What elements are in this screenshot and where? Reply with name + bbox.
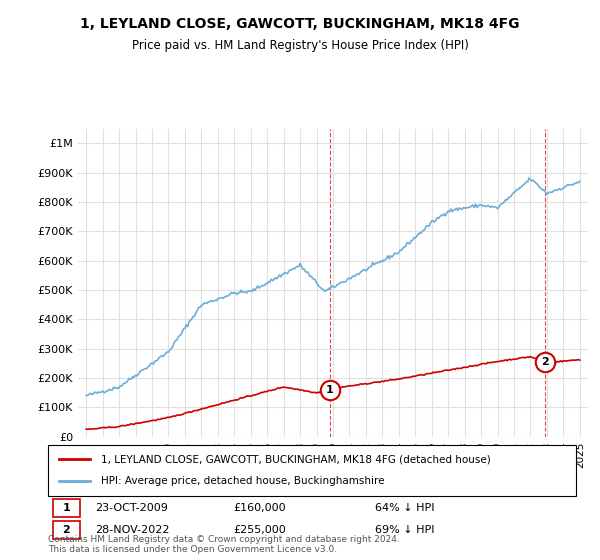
Text: 64% ↓ HPI: 64% ↓ HPI	[376, 503, 435, 513]
Text: Contains HM Land Registry data © Crown copyright and database right 2024.
This d: Contains HM Land Registry data © Crown c…	[48, 535, 400, 554]
Text: 28-NOV-2022: 28-NOV-2022	[95, 525, 170, 535]
Text: 23-OCT-2009: 23-OCT-2009	[95, 503, 169, 513]
Text: 2: 2	[541, 357, 549, 367]
Text: Price paid vs. HM Land Registry's House Price Index (HPI): Price paid vs. HM Land Registry's House …	[131, 39, 469, 52]
Text: £160,000: £160,000	[233, 503, 286, 513]
Text: £255,000: £255,000	[233, 525, 286, 535]
FancyBboxPatch shape	[48, 445, 576, 496]
Text: 1, LEYLAND CLOSE, GAWCOTT, BUCKINGHAM, MK18 4FG (detached house): 1, LEYLAND CLOSE, GAWCOTT, BUCKINGHAM, M…	[101, 454, 491, 464]
Text: 2: 2	[62, 525, 70, 535]
Text: 69% ↓ HPI: 69% ↓ HPI	[376, 525, 435, 535]
Text: 1: 1	[326, 385, 334, 395]
FancyBboxPatch shape	[53, 499, 80, 517]
FancyBboxPatch shape	[53, 521, 80, 539]
Text: 1: 1	[62, 503, 70, 513]
Text: HPI: Average price, detached house, Buckinghamshire: HPI: Average price, detached house, Buck…	[101, 477, 385, 487]
Text: 1, LEYLAND CLOSE, GAWCOTT, BUCKINGHAM, MK18 4FG: 1, LEYLAND CLOSE, GAWCOTT, BUCKINGHAM, M…	[80, 17, 520, 31]
